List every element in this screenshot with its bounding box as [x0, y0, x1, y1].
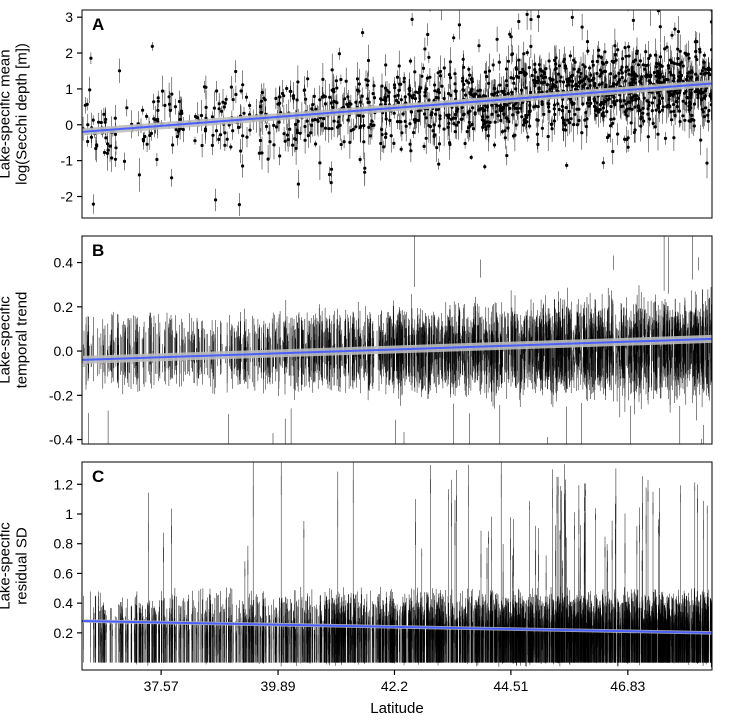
- ytick-label: 0.4: [54, 255, 74, 271]
- ytick-label: 0.0: [54, 343, 74, 359]
- chart-svg: -2 -1 0 1 2 3 Lake-specific meanlog(Secchi dep…: [0, 0, 732, 725]
- ytick-label: 3: [65, 9, 73, 25]
- panel-A-data: [82, 0, 714, 216]
- ytick-label: 0.4: [54, 595, 74, 611]
- xtick-label: 42.2: [381, 678, 408, 694]
- panel-letter-B: B: [92, 241, 104, 260]
- xtick-label: 46.83: [610, 678, 645, 694]
- ytick-label: 1: [65, 506, 73, 522]
- ytick-label: 0.6: [54, 565, 74, 581]
- ylabel-C: Lake-specificresidual SD: [0, 522, 31, 610]
- xtick-label: 37.57: [144, 678, 179, 694]
- panel-letter-C: C: [92, 467, 104, 486]
- xlabel: Latitude: [370, 700, 423, 717]
- ylabel-A: Lake-specific meanlog(Secchi depth [m]): [0, 43, 31, 185]
- ytick-label: 0.2: [54, 299, 74, 315]
- xtick-label: 44.51: [493, 678, 528, 694]
- ylabel-B: Lake-specifictemporal trend: [0, 292, 31, 389]
- panel-C-data: [82, 452, 712, 668]
- ytick-label: 1.2: [54, 476, 74, 492]
- ytick-label: 2: [65, 45, 73, 61]
- ytick-label: -2: [61, 188, 74, 204]
- ytick-label: -0.4: [49, 432, 73, 448]
- figure-container: -2 -1 0 1 2 3 Lake-specific meanlog(Secchi dep…: [0, 0, 732, 725]
- ytick-label: 0.2: [54, 625, 74, 641]
- ytick-label: -0.2: [49, 387, 73, 403]
- panel-A-frame: [82, 10, 712, 218]
- ytick-label: -1: [61, 153, 74, 169]
- panel-letter-A: A: [92, 15, 104, 34]
- ytick-label: 0.8: [54, 536, 74, 552]
- ytick-label: 0: [65, 117, 73, 133]
- ytick-label: 1: [65, 81, 73, 97]
- panel-B-data: [82, 224, 712, 478]
- xtick-label: 39.89: [261, 678, 296, 694]
